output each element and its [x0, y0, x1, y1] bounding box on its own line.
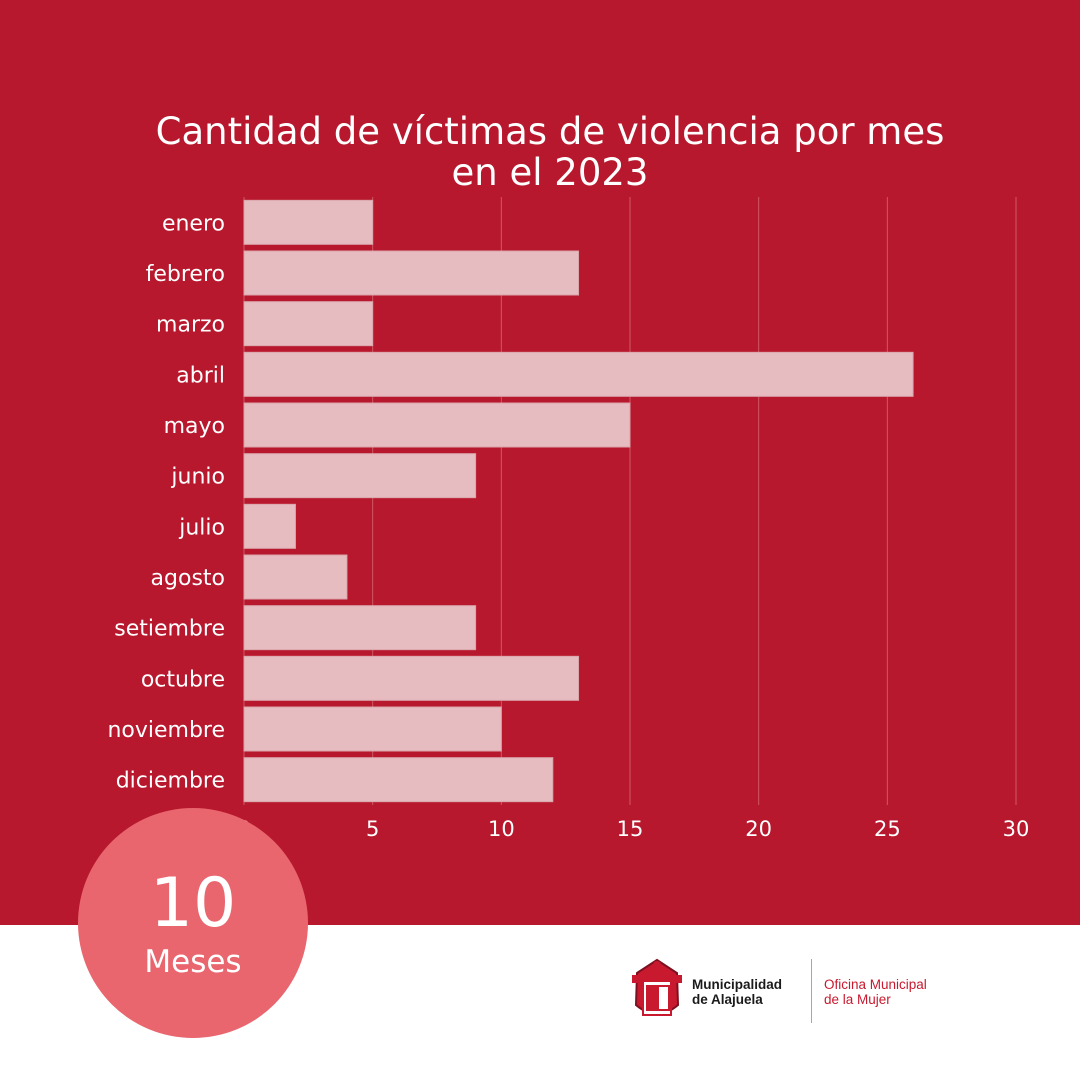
bar-julio — [243, 503, 296, 549]
bar-febrero — [243, 250, 580, 296]
office-name: Oficina Municipal de la Mujer — [824, 977, 927, 1007]
category-label: enero — [162, 211, 225, 236]
category-label: octubre — [141, 667, 225, 692]
category-label: noviembre — [107, 718, 225, 743]
bar-chart: enero febrero marzo abril mayo junio julio agos… — [107, 197, 1030, 841]
municipality-name: Municipalidad de Alajuela — [692, 977, 782, 1007]
x-tick-label: 15 — [617, 817, 644, 841]
category-label: agosto — [151, 566, 225, 591]
bar-diciembre — [243, 757, 554, 803]
footer-logo: Municipalidad de Alajuela Oficina Munici… — [628, 955, 968, 1025]
months-badge: 10 Meses — [78, 808, 308, 1038]
category-label: setiembre — [114, 617, 225, 642]
municipality-name-line-2: de Alajuela — [692, 992, 763, 1007]
municipality-name-line-1: Municipalidad — [692, 977, 783, 992]
category-label: diciembre — [116, 769, 225, 794]
office-name-line-2: de la Mujer — [824, 992, 891, 1007]
municipal-shield-icon — [632, 958, 682, 1016]
chart-title: Cantidad de víctimas de violencia por me… — [90, 111, 1010, 193]
badge-number: 10 — [149, 864, 237, 943]
office-name-line-1: Oficina Municipal — [824, 977, 927, 992]
bar-noviembre — [243, 706, 502, 752]
category-label: mayo — [164, 414, 225, 439]
bar-agosto — [243, 554, 348, 600]
bar-mayo — [243, 402, 631, 448]
x-tick-label: 25 — [874, 817, 901, 841]
bar-enero — [243, 199, 374, 245]
bar-octubre — [243, 655, 580, 701]
category-label: febrero — [146, 262, 225, 287]
category-label: julio — [178, 515, 225, 540]
chart-title-line-1: Cantidad de víctimas de violencia por me… — [155, 109, 945, 153]
category-label: junio — [170, 465, 225, 490]
category-label: marzo — [156, 313, 225, 338]
badge-label: Meses — [144, 944, 242, 980]
chart-title-line-2: en el 2023 — [451, 150, 649, 194]
bar-marzo — [243, 301, 374, 347]
x-tick-label: 5 — [366, 817, 379, 841]
logo-divider — [811, 959, 812, 1023]
category-label: abril — [176, 363, 225, 388]
bar-abril — [243, 351, 914, 397]
x-tick-label: 10 — [488, 817, 515, 841]
bar-setiembre — [243, 605, 477, 651]
x-tick-label: 30 — [1003, 817, 1030, 841]
bar-junio — [243, 453, 477, 499]
x-tick-label: 20 — [745, 817, 772, 841]
